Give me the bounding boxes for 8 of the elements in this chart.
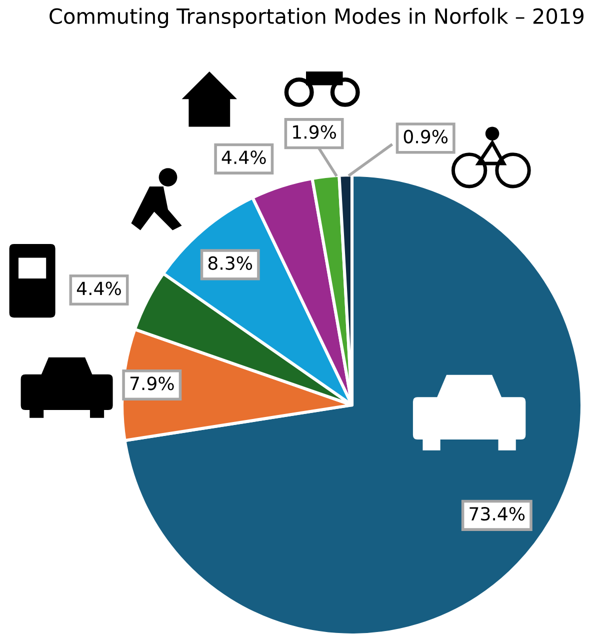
data-label: 0.9% <box>404 130 448 144</box>
data-label: 7.9% <box>130 376 174 390</box>
data-label: 4.4% <box>76 282 121 296</box>
data-label: 4.4% <box>222 150 266 164</box>
data-label: 8.3% <box>208 256 252 270</box>
data-label: 73.4% <box>470 506 525 521</box>
chart-title: Commuting Transportation Modes in Norfolk – 2019 <box>50 8 584 28</box>
data-label: 1.9% <box>293 125 336 139</box>
